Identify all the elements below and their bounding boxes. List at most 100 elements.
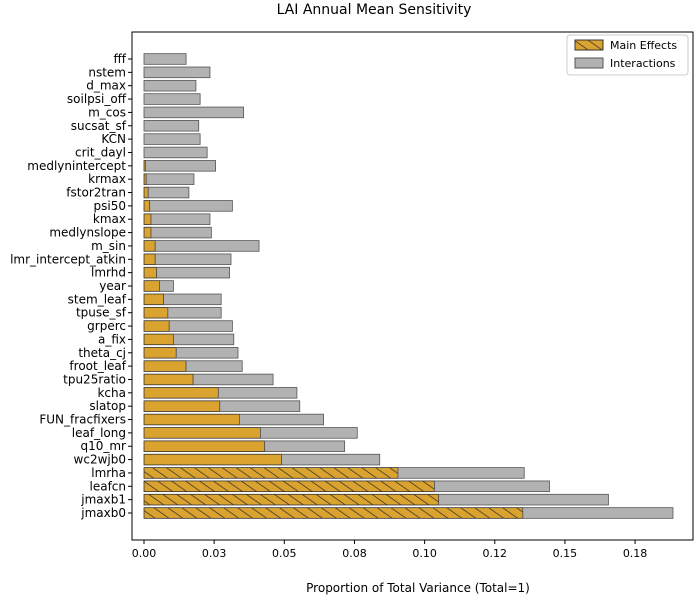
- y-tick-label: a_fix: [98, 332, 126, 346]
- x-tick-label: 0.03: [202, 547, 227, 560]
- bar-main-jmaxb0: [143, 507, 524, 519]
- y-tick-label: stem_leaf: [68, 292, 127, 306]
- bar-interaction-m-cos: [143, 106, 245, 119]
- x-tick-label: 0.08: [342, 547, 367, 560]
- bar-interaction-nstem: [143, 66, 211, 79]
- bar-main-leafcn: [143, 480, 435, 493]
- y-tick-label: FUN_fracfixers: [39, 413, 126, 427]
- y-tick-label: grperc: [87, 319, 126, 333]
- bar-interaction-leafcn: [434, 480, 550, 493]
- bar-main-tpu25ratio: [143, 373, 194, 386]
- y-tick-label: froot_leaf: [69, 359, 126, 373]
- bar-main-jmaxb1: [143, 493, 440, 506]
- bar-interaction-tpu25ratio: [192, 373, 274, 386]
- y-tick-label: nstem: [88, 65, 126, 79]
- bar-main-medlynslope: [143, 226, 152, 239]
- y-tick-label: m_cos: [88, 105, 126, 119]
- bar-main-lmrhd: [143, 266, 158, 279]
- x-axis-label: Proportion of Total Variance (Total=1): [306, 581, 530, 595]
- bar-interaction-a-fix: [173, 333, 235, 346]
- y-tick-label: krmax: [88, 172, 126, 186]
- y-tick-label: crit_dayl: [75, 145, 126, 159]
- legend-main-effects-label: Main Effects: [610, 39, 677, 52]
- bar-main-psi50: [143, 200, 151, 212]
- bar-interaction-medlynintercept: [145, 160, 216, 172]
- bar-main-a-fix: [143, 333, 174, 346]
- bar-main-slatop: [143, 400, 221, 412]
- bar-main-froot-leaf: [143, 360, 187, 372]
- legend: Main Effects Interactions: [566, 34, 689, 76]
- bar-interaction-jmaxb0: [522, 507, 674, 519]
- bars-layer: [143, 53, 674, 519]
- bar-interaction-wc2wjb0: [281, 453, 381, 466]
- y-tick-label: jmaxb0: [80, 506, 126, 520]
- y-tick-label: slatop: [89, 399, 126, 413]
- y-tick-label: tpuse_sf: [76, 306, 127, 320]
- bar-main-year: [143, 280, 160, 292]
- y-tick-label: jmaxb1: [80, 493, 126, 507]
- bar-interaction-kcn: [143, 133, 201, 145]
- bar-main-leaf-long: [143, 427, 261, 439]
- bar-interaction-slatop: [219, 400, 301, 412]
- bar-interaction-grperc: [168, 320, 233, 332]
- bar-interaction-kcha: [217, 387, 298, 399]
- bar-interaction-theta-cj: [175, 347, 239, 359]
- bar-main-stem-leaf: [143, 293, 165, 306]
- y-tick-label: kmax: [93, 212, 126, 226]
- y-tick-label: kcha: [97, 386, 126, 400]
- y-tick-label: lmrha: [91, 466, 126, 480]
- y-tick-label: fff: [114, 52, 127, 66]
- y-axis-ticks: fffnstemd_maxsoilpsi_offm_cossucsat_sfKC…: [10, 52, 132, 520]
- bar-interaction-froot-leaf: [185, 360, 243, 372]
- y-tick-label: lmrhd: [91, 266, 126, 280]
- bar-main-fstor2tran: [143, 186, 149, 199]
- bar-main-lmr-intercept-atkin: [143, 253, 156, 266]
- y-tick-label: wc2wjb0: [74, 453, 126, 467]
- y-tick-label: KCN: [101, 132, 126, 146]
- bar-main-grperc: [143, 320, 170, 332]
- legend-main-effects-swatch: [574, 39, 604, 51]
- bar-interaction-kmax: [150, 213, 211, 225]
- bar-interaction-fun-fracfixers: [239, 413, 324, 426]
- y-tick-label: medlynintercept: [27, 159, 126, 173]
- bar-main-fun-fracfixers: [143, 413, 240, 426]
- y-tick-label: medlynslope: [49, 226, 126, 240]
- bar-interaction-crit-dayl: [143, 146, 208, 159]
- y-tick-label: fstor2tran: [66, 186, 126, 200]
- y-tick-label: leaf_long: [72, 426, 126, 440]
- bar-interaction-fff: [143, 53, 187, 65]
- bar-interaction-krmax: [145, 173, 195, 185]
- bar-interaction-lmr-intercept-atkin: [154, 253, 232, 266]
- bar-interaction-medlynslope: [150, 226, 212, 239]
- bar-main-kcha: [143, 387, 219, 399]
- bar-interaction-stem-leaf: [163, 293, 222, 306]
- y-tick-label: sucsat_sf: [71, 119, 127, 133]
- bar-main-m-sin: [143, 240, 156, 252]
- bar-interaction-lmrhd: [156, 266, 230, 279]
- bar-interaction-tpuse-sf: [167, 306, 222, 319]
- plot-frame: [131, 31, 694, 541]
- x-tick-label: 0.15: [553, 547, 578, 560]
- bar-main-theta-cj: [143, 347, 177, 359]
- bar-interaction-psi50: [149, 200, 233, 212]
- y-tick-label: theta_cj: [78, 346, 126, 360]
- legend-interactions-label: Interactions: [610, 57, 676, 70]
- bar-interaction-sucsat-sf: [143, 120, 200, 132]
- bar-interaction-jmaxb1: [438, 493, 609, 506]
- y-tick-label: leafcn: [90, 479, 127, 493]
- legend-interactions-swatch: [574, 57, 604, 69]
- bar-interaction-lmrha: [397, 467, 525, 479]
- y-tick-label: psi50: [94, 199, 126, 213]
- bar-main-tpuse-sf: [143, 306, 169, 319]
- bar-interaction-soilpsi-off: [143, 93, 201, 105]
- bar-interaction-d-max: [143, 79, 197, 92]
- bar-interaction-year: [159, 280, 174, 292]
- chart-title: LAI Annual Mean Sensitivity: [277, 2, 472, 18]
- bar-interaction-q10-mr: [264, 440, 346, 452]
- y-tick-label: d_max: [86, 79, 126, 93]
- bar-main-wc2wjb0: [143, 453, 282, 466]
- bar-main-lmrha: [143, 467, 399, 479]
- y-tick-label: tpu25ratio: [63, 372, 126, 386]
- bar-interaction-m-sin: [154, 240, 260, 252]
